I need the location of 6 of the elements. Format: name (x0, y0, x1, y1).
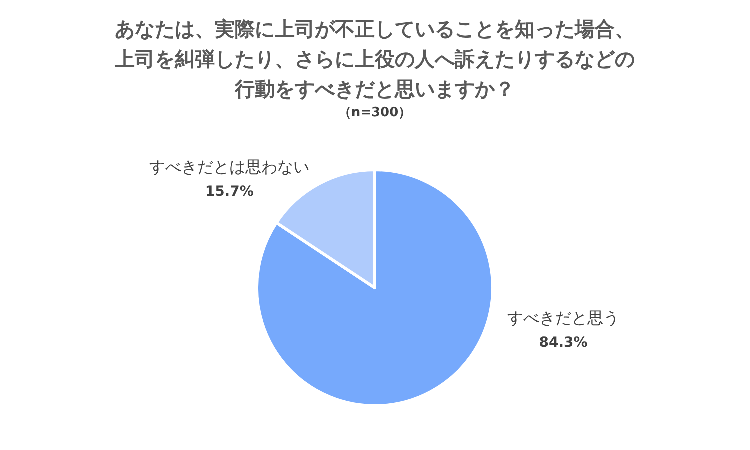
data-label: 15.7% (205, 184, 254, 200)
chart-title: あなたは、実際に上司が不正していることを知った場合、上司を糾弾したり、さらに上役の人へ訴えたりするなどの行動をすべきだと思いますか？ (114, 17, 635, 101)
slice-label: すべきだと思う (508, 308, 620, 328)
slice-label: すべきだとは思わない (150, 157, 310, 176)
chart-subtitle: （n=300） (338, 106, 412, 120)
data-label: 84.3% (539, 334, 588, 351)
